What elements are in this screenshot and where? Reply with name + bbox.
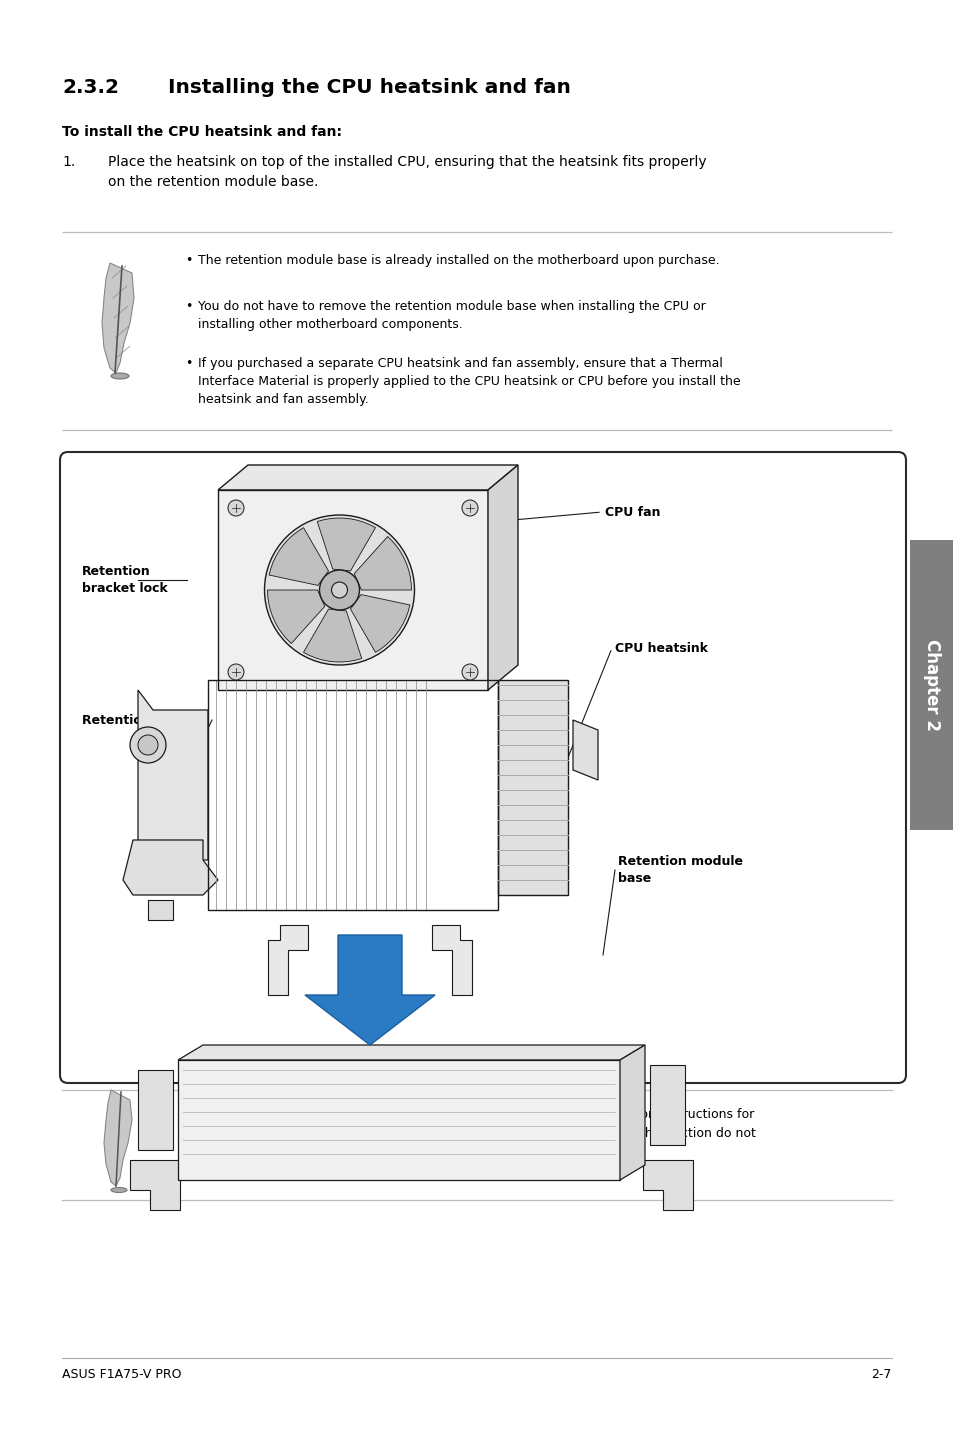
Polygon shape [138, 690, 208, 880]
Circle shape [130, 728, 166, 764]
Polygon shape [488, 464, 517, 690]
Text: If you purchased a separate CPU heatsink and fan assembly, ensure that a Thermal: If you purchased a separate CPU heatsink… [198, 357, 740, 406]
Polygon shape [104, 1090, 132, 1186]
Polygon shape [178, 1045, 644, 1060]
Text: ASUS F1A75-V PRO: ASUS F1A75-V PRO [62, 1368, 181, 1380]
Polygon shape [102, 263, 133, 372]
Text: To install the CPU heatsink and fan:: To install the CPU heatsink and fan: [62, 125, 341, 139]
Polygon shape [123, 840, 218, 894]
Polygon shape [218, 464, 517, 490]
FancyBboxPatch shape [909, 541, 953, 830]
Circle shape [461, 664, 477, 680]
Text: The retention module base is already installed on the motherboard upon purchase.: The retention module base is already ins… [198, 255, 719, 267]
Text: •: • [185, 357, 193, 370]
Polygon shape [432, 925, 472, 995]
Polygon shape [354, 536, 411, 590]
Circle shape [228, 664, 244, 680]
Text: Your boxed CPU heatsink and fan assembly should come with installation instructi: Your boxed CPU heatsink and fan assembly… [198, 1109, 755, 1158]
Text: 1.: 1. [62, 155, 75, 170]
Circle shape [331, 582, 347, 598]
Polygon shape [130, 1160, 180, 1209]
Polygon shape [138, 1070, 172, 1150]
Text: Retention
bracket lock: Retention bracket lock [82, 565, 168, 595]
Polygon shape [350, 594, 410, 653]
Polygon shape [317, 518, 375, 571]
Text: Installing the CPU heatsink and fan: Installing the CPU heatsink and fan [168, 78, 570, 96]
Text: Retention module
base: Retention module base [618, 856, 742, 884]
Polygon shape [573, 720, 598, 779]
Polygon shape [649, 1066, 684, 1145]
Polygon shape [268, 925, 308, 995]
Text: You do not have to remove the retention module base when installing the CPU or
i: You do not have to remove the retention … [198, 301, 705, 331]
Circle shape [264, 515, 414, 664]
Text: Place the heatsink on top of the installed CPU, ensuring that the heatsink fits : Place the heatsink on top of the install… [108, 155, 706, 188]
Text: Chapter 2: Chapter 2 [923, 638, 940, 731]
FancyBboxPatch shape [60, 452, 905, 1083]
Circle shape [461, 500, 477, 516]
Text: CPU fan: CPU fan [604, 506, 659, 519]
Polygon shape [148, 900, 172, 920]
Text: Retention bracket: Retention bracket [82, 713, 208, 726]
Text: •: • [185, 255, 193, 267]
Circle shape [319, 569, 359, 610]
Polygon shape [642, 1160, 692, 1209]
Text: 2.3.2: 2.3.2 [62, 78, 119, 96]
Polygon shape [619, 1045, 644, 1181]
Polygon shape [305, 935, 435, 1045]
Polygon shape [178, 1060, 619, 1181]
Text: 2-7: 2-7 [871, 1368, 891, 1380]
Polygon shape [269, 528, 328, 585]
Polygon shape [267, 590, 324, 644]
Text: •: • [185, 301, 193, 313]
Polygon shape [303, 610, 361, 661]
Ellipse shape [111, 372, 129, 380]
Ellipse shape [111, 1188, 127, 1192]
Circle shape [138, 735, 158, 755]
Circle shape [228, 500, 244, 516]
Polygon shape [218, 490, 488, 690]
Polygon shape [497, 680, 567, 894]
Text: CPU heatsink: CPU heatsink [615, 641, 707, 654]
